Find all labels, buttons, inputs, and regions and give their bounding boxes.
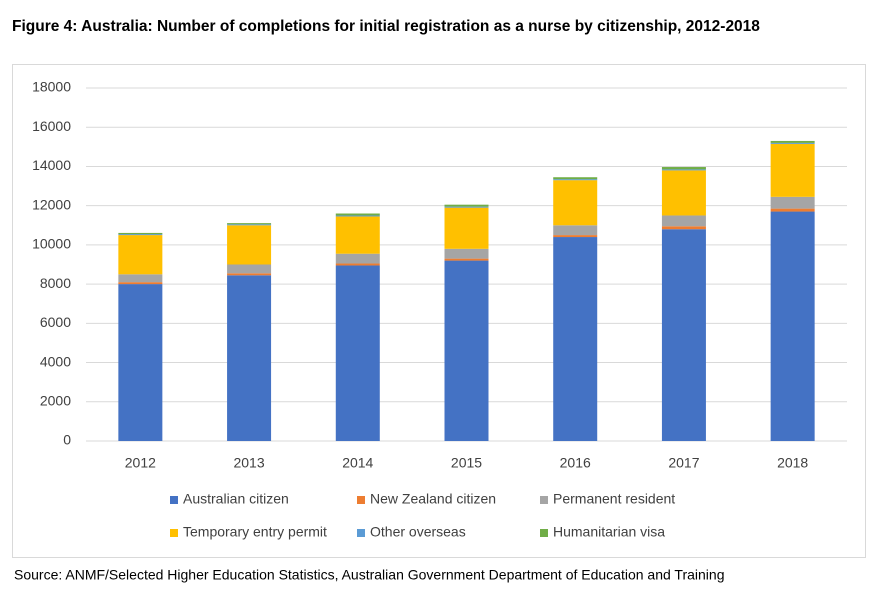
bar-segment (335, 253, 380, 264)
y-tick-label: 14000 (32, 157, 71, 173)
bar-segment (335, 263, 380, 266)
y-tick-label: 4000 (40, 353, 71, 369)
bar-segment (770, 211, 815, 441)
bar-segment (770, 142, 815, 144)
legend-label: New Zealand citizen (370, 491, 496, 507)
bar-segment (661, 167, 706, 170)
bar-segment (661, 170, 706, 216)
bar-segment (770, 208, 815, 212)
y-tick-label: 10000 (32, 236, 71, 252)
legend-label: Other overseas (370, 524, 466, 540)
legend-swatch (540, 496, 548, 504)
bar-segment (553, 225, 598, 236)
y-tick-label: 6000 (40, 314, 71, 330)
bar-segment (553, 180, 598, 226)
bar-segment (444, 204, 489, 207)
x-tick-label: 2014 (342, 455, 373, 471)
y-tick-label: 16000 (32, 118, 71, 134)
legend-swatch (540, 529, 548, 537)
legend-swatch (357, 529, 365, 537)
bar-segment (118, 232, 163, 235)
bar-segment (553, 235, 598, 238)
y-tick-label: 0 (63, 432, 71, 448)
bar-segment (118, 284, 163, 441)
bar-segment (661, 229, 706, 441)
x-tick-label: 2016 (560, 455, 591, 471)
bar-segment (335, 265, 380, 441)
legend-swatch (170, 496, 178, 504)
bar-segment (335, 216, 380, 254)
legend-swatch (357, 496, 365, 504)
bar-segment (444, 260, 489, 441)
bar-segment (553, 179, 598, 181)
bar-segment (118, 234, 163, 236)
y-tick-label: 8000 (40, 275, 71, 291)
bar-segment (444, 258, 489, 261)
chart-title: Figure 4: Australia: Number of completio… (12, 18, 760, 35)
x-tick-label: 2017 (668, 455, 699, 471)
bar-segment (661, 169, 706, 171)
x-tick-label: 2013 (233, 455, 264, 471)
legend-label: Humanitarian visa (553, 524, 665, 540)
chart-frame (12, 64, 866, 558)
bar-segment (227, 223, 272, 225)
bar-segment (661, 226, 706, 230)
bar-segment (227, 264, 272, 274)
bar-segment (770, 196, 815, 209)
legend-label: Permanent resident (553, 491, 675, 507)
bar-segment (335, 213, 380, 216)
y-tick-label: 12000 (32, 196, 71, 212)
bar-segment (227, 225, 272, 265)
bar-segment (227, 224, 272, 226)
legend-label: Temporary entry permit (183, 524, 327, 540)
bar-segment (553, 237, 598, 441)
source-note: Source: ANMF/Selected Higher Education S… (14, 567, 724, 583)
bar-segment (335, 215, 380, 217)
bar-segment (661, 215, 706, 227)
bar-segment (118, 274, 163, 283)
y-tick-label: 18000 (32, 79, 71, 95)
y-tick-label: 2000 (40, 392, 71, 408)
bar-segment (444, 248, 489, 259)
bar-segment (227, 273, 272, 276)
x-tick-label: 2012 (125, 455, 156, 471)
legend-swatch (170, 529, 178, 537)
bar-segment (444, 206, 489, 208)
bar-segment (770, 143, 815, 197)
legend-label: Australian citizen (183, 491, 289, 507)
bar-segment (118, 282, 163, 285)
bar-segment (118, 235, 163, 275)
bar-segment (227, 275, 272, 441)
bar-segment (770, 140, 815, 143)
bar-segment (444, 207, 489, 249)
x-tick-label: 2015 (451, 455, 482, 471)
x-tick-label: 2018 (777, 455, 808, 471)
bar-segment (553, 177, 598, 180)
